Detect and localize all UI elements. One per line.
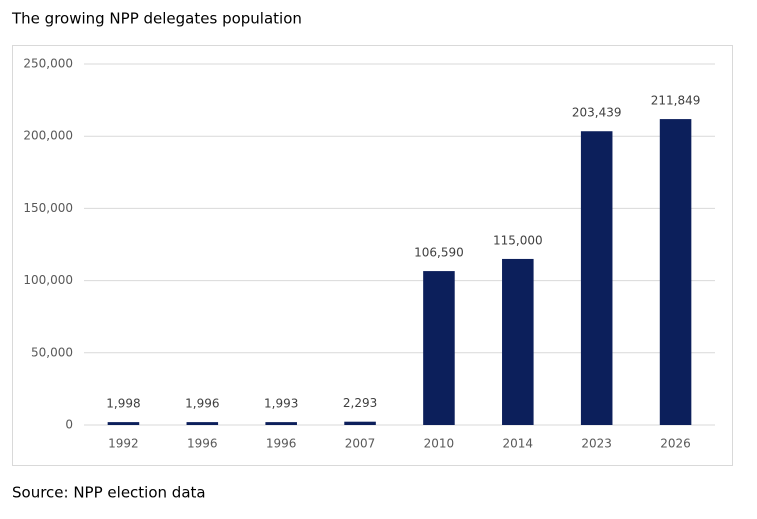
y-tick-label: 0 bbox=[65, 418, 73, 432]
y-tick-label: 50,000 bbox=[31, 345, 73, 359]
x-tick-label: 2007 bbox=[345, 437, 376, 451]
x-tick-label: 2026 bbox=[660, 437, 691, 451]
x-tick-label: 1996 bbox=[187, 437, 218, 451]
value-label: 1,996 bbox=[185, 397, 219, 411]
bar bbox=[344, 421, 376, 425]
source-note: Source: NPP election data bbox=[12, 484, 206, 502]
value-label: 106,590 bbox=[414, 246, 464, 260]
chart-title: The growing NPP delegates population bbox=[11, 10, 302, 28]
bar bbox=[580, 131, 613, 426]
y-tick-label: 150,000 bbox=[23, 201, 73, 215]
x-tick-label: 1992 bbox=[108, 437, 139, 451]
y-tick-label: 250,000 bbox=[23, 57, 73, 71]
y-tick-label: 100,000 bbox=[23, 273, 73, 287]
x-tick-label: 2014 bbox=[503, 437, 534, 451]
value-label: 203,439 bbox=[572, 106, 622, 120]
bar bbox=[659, 119, 692, 426]
x-tick-label: 2023 bbox=[581, 437, 612, 451]
bar bbox=[502, 258, 534, 425]
value-label: 2,293 bbox=[343, 396, 377, 410]
x-tick-label: 2010 bbox=[424, 437, 455, 451]
bar bbox=[423, 271, 455, 425]
value-label: 211,849 bbox=[651, 94, 701, 108]
value-label: 115,000 bbox=[493, 233, 543, 247]
x-tick-label: 1996 bbox=[266, 437, 297, 451]
bar bbox=[186, 422, 219, 425]
value-label: 1,993 bbox=[264, 397, 298, 411]
bar bbox=[265, 422, 297, 425]
chart-frame bbox=[12, 45, 733, 466]
y-tick-label: 200,000 bbox=[23, 129, 73, 143]
value-label: 1,998 bbox=[106, 397, 140, 411]
bar bbox=[107, 422, 140, 425]
